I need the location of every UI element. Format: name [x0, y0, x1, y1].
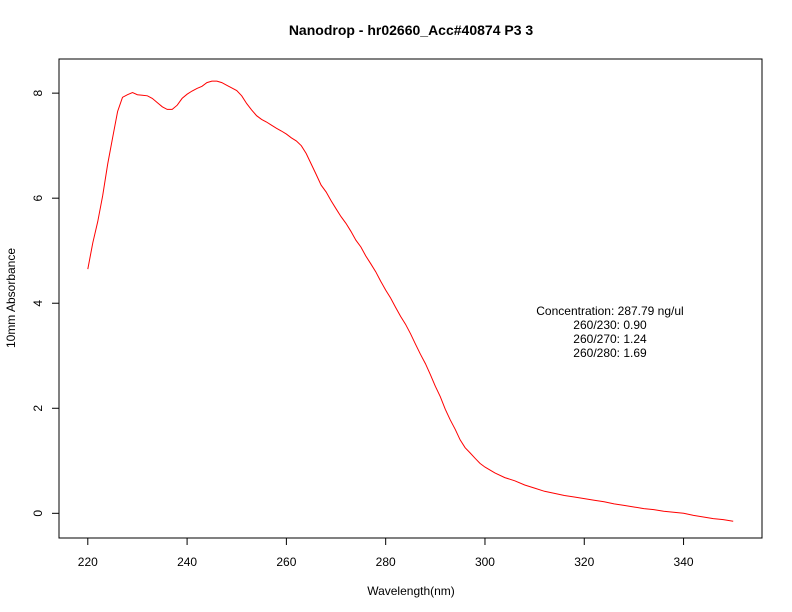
x-tick-label: 300	[475, 555, 495, 569]
y-tick-label: 4	[31, 300, 45, 307]
plot-frame	[58, 58, 763, 539]
ratio-260-280-annotation: 260/280: 1.69	[573, 346, 647, 360]
concentration-annotation: Concentration: 287.79 ng/ul	[536, 304, 683, 318]
ratio-260-230-annotation: 260/230: 0.90	[573, 318, 647, 332]
y-axis-label: 10mm Absorbance	[4, 248, 18, 348]
y-tick-label: 6	[31, 195, 45, 202]
ratio-260-270-annotation: 260/270: 1.24	[573, 332, 647, 346]
x-tick-label: 340	[674, 555, 694, 569]
x-tick-label: 260	[276, 555, 296, 569]
chart-title: Nanodrop - hr02660_Acc#40874 P3 3	[289, 22, 534, 38]
x-tick-label: 320	[574, 555, 594, 569]
x-axis: 220 240 260 280 300 320 340	[78, 538, 694, 569]
x-axis-label: Wavelength(nm)	[367, 584, 455, 598]
y-tick-label: 8	[31, 89, 45, 96]
y-axis: 0 2 4 6 8	[31, 89, 59, 517]
x-tick-label: 220	[78, 555, 98, 569]
x-tick-label: 240	[177, 555, 197, 569]
y-tick-label: 0	[31, 510, 45, 517]
x-tick-label: 280	[376, 555, 396, 569]
y-tick-label: 2	[31, 405, 45, 412]
quality-annotations: Concentration: 287.79 ng/ul 260/230: 0.9…	[536, 304, 683, 360]
absorbance-series-line	[87, 80, 734, 522]
